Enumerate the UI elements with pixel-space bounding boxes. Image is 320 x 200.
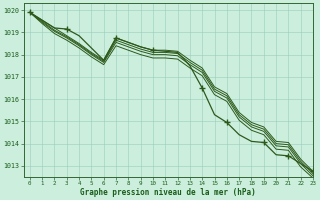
X-axis label: Graphe pression niveau de la mer (hPa): Graphe pression niveau de la mer (hPa) [80, 188, 256, 197]
